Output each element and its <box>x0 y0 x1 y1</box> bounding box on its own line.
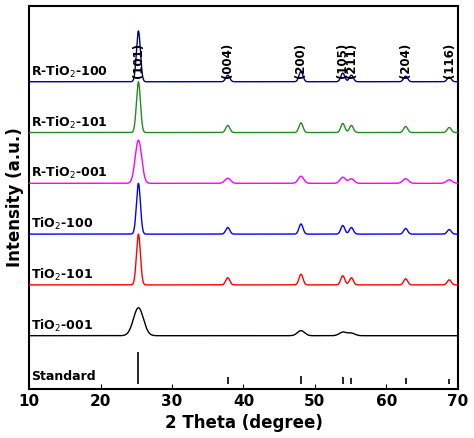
Text: (004): (004) <box>221 42 234 78</box>
Text: (211): (211) <box>345 42 358 78</box>
X-axis label: 2 Theta (degree): 2 Theta (degree) <box>164 414 322 432</box>
Text: TiO$_2$-101: TiO$_2$-101 <box>31 267 93 283</box>
Y-axis label: Intensity (a.u.): Intensity (a.u.) <box>6 127 24 267</box>
Text: R-TiO$_2$-001: R-TiO$_2$-001 <box>31 165 108 181</box>
Text: (200): (200) <box>294 42 308 78</box>
Text: (105): (105) <box>336 42 349 78</box>
Text: R-TiO$_2$-100: R-TiO$_2$-100 <box>31 64 108 80</box>
Text: TiO$_2$-100: TiO$_2$-100 <box>31 216 93 232</box>
Text: R-TiO$_2$-101: R-TiO$_2$-101 <box>31 114 108 131</box>
Text: Standard: Standard <box>31 370 96 383</box>
Text: TiO$_2$-001: TiO$_2$-001 <box>31 318 93 334</box>
Text: (101): (101) <box>132 42 145 78</box>
Text: (116): (116) <box>443 42 456 78</box>
Text: (204): (204) <box>399 42 412 78</box>
